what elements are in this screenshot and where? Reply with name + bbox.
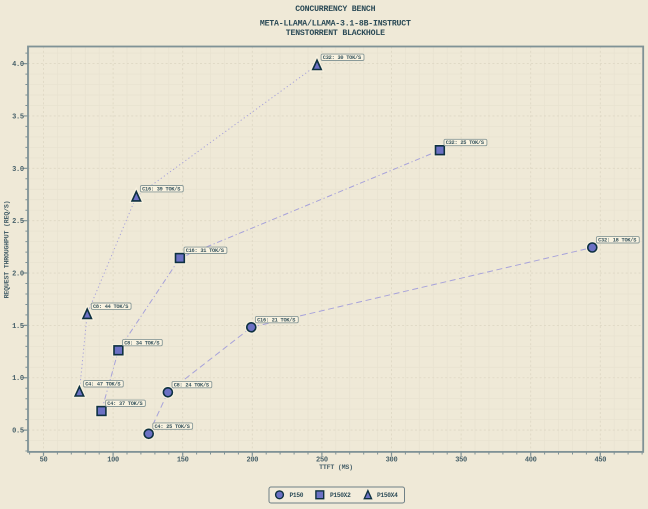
svg-text:2.0: 2.0	[12, 271, 24, 279]
svg-text:50: 50	[40, 456, 48, 464]
svg-text:3.0: 3.0	[12, 166, 24, 174]
svg-text:300: 300	[386, 456, 398, 464]
svg-text:C4: 47 TOK/S: C4: 47 TOK/S	[85, 382, 121, 388]
svg-text:350: 350	[455, 456, 467, 464]
svg-text:1.5: 1.5	[12, 323, 24, 331]
svg-text:P150X2: P150X2	[330, 492, 351, 499]
svg-text:P150X4: P150X4	[377, 492, 398, 499]
svg-text:C16: 21 TOK/S: C16: 21 TOK/S	[257, 317, 296, 323]
svg-text:META-LLAMA/LLAMA-3.1-8B-INSTRU: META-LLAMA/LLAMA-3.1-8B-INSTRUCT	[260, 19, 411, 29]
svg-text:C4: 37 TOK/S: C4: 37 TOK/S	[107, 401, 143, 407]
svg-text:C32: 18 TOK/S: C32: 18 TOK/S	[598, 238, 637, 244]
svg-text:C8: 24 TOK/S: C8: 24 TOK/S	[174, 382, 210, 388]
svg-text:450: 450	[594, 456, 606, 464]
svg-text:P150: P150	[290, 492, 304, 499]
svg-text:TENSTORRENT BLACKHOLE: TENSTORRENT BLACKHOLE	[286, 29, 385, 38]
svg-text:2.5: 2.5	[12, 218, 24, 226]
svg-text:C32: 30 TOK/S: C32: 30 TOK/S	[323, 55, 362, 61]
svg-text:1.0: 1.0	[12, 375, 24, 383]
svg-text:0.5: 0.5	[12, 428, 24, 436]
svg-text:TTFT (MS): TTFT (MS)	[319, 464, 353, 471]
svg-text:400: 400	[525, 456, 537, 464]
svg-text:3.5: 3.5	[12, 114, 24, 122]
svg-text:200: 200	[246, 456, 258, 464]
svg-text:C4: 25 TOK/S: C4: 25 TOK/S	[155, 424, 191, 430]
svg-text:150: 150	[177, 456, 189, 464]
svg-text:100: 100	[107, 456, 119, 464]
svg-text:250: 250	[316, 456, 328, 464]
svg-text:C16: 31 TOK/S: C16: 31 TOK/S	[186, 248, 225, 254]
svg-text:REQUEST THROUGHPUT (REQ/S): REQUEST THROUGHPUT (REQ/S)	[3, 201, 10, 299]
svg-text:4.0: 4.0	[12, 61, 24, 69]
svg-text:C16: 39 TOK/S: C16: 39 TOK/S	[142, 186, 181, 192]
svg-text:C32: 25 TOK/S: C32: 25 TOK/S	[446, 140, 485, 146]
svg-text:C8: 34 TOK/S: C8: 34 TOK/S	[124, 340, 160, 346]
svg-text:C8: 44 TOK/S: C8: 44 TOK/S	[93, 304, 129, 310]
svg-text:CONCURRENCY BENCH: CONCURRENCY BENCH	[295, 5, 375, 14]
